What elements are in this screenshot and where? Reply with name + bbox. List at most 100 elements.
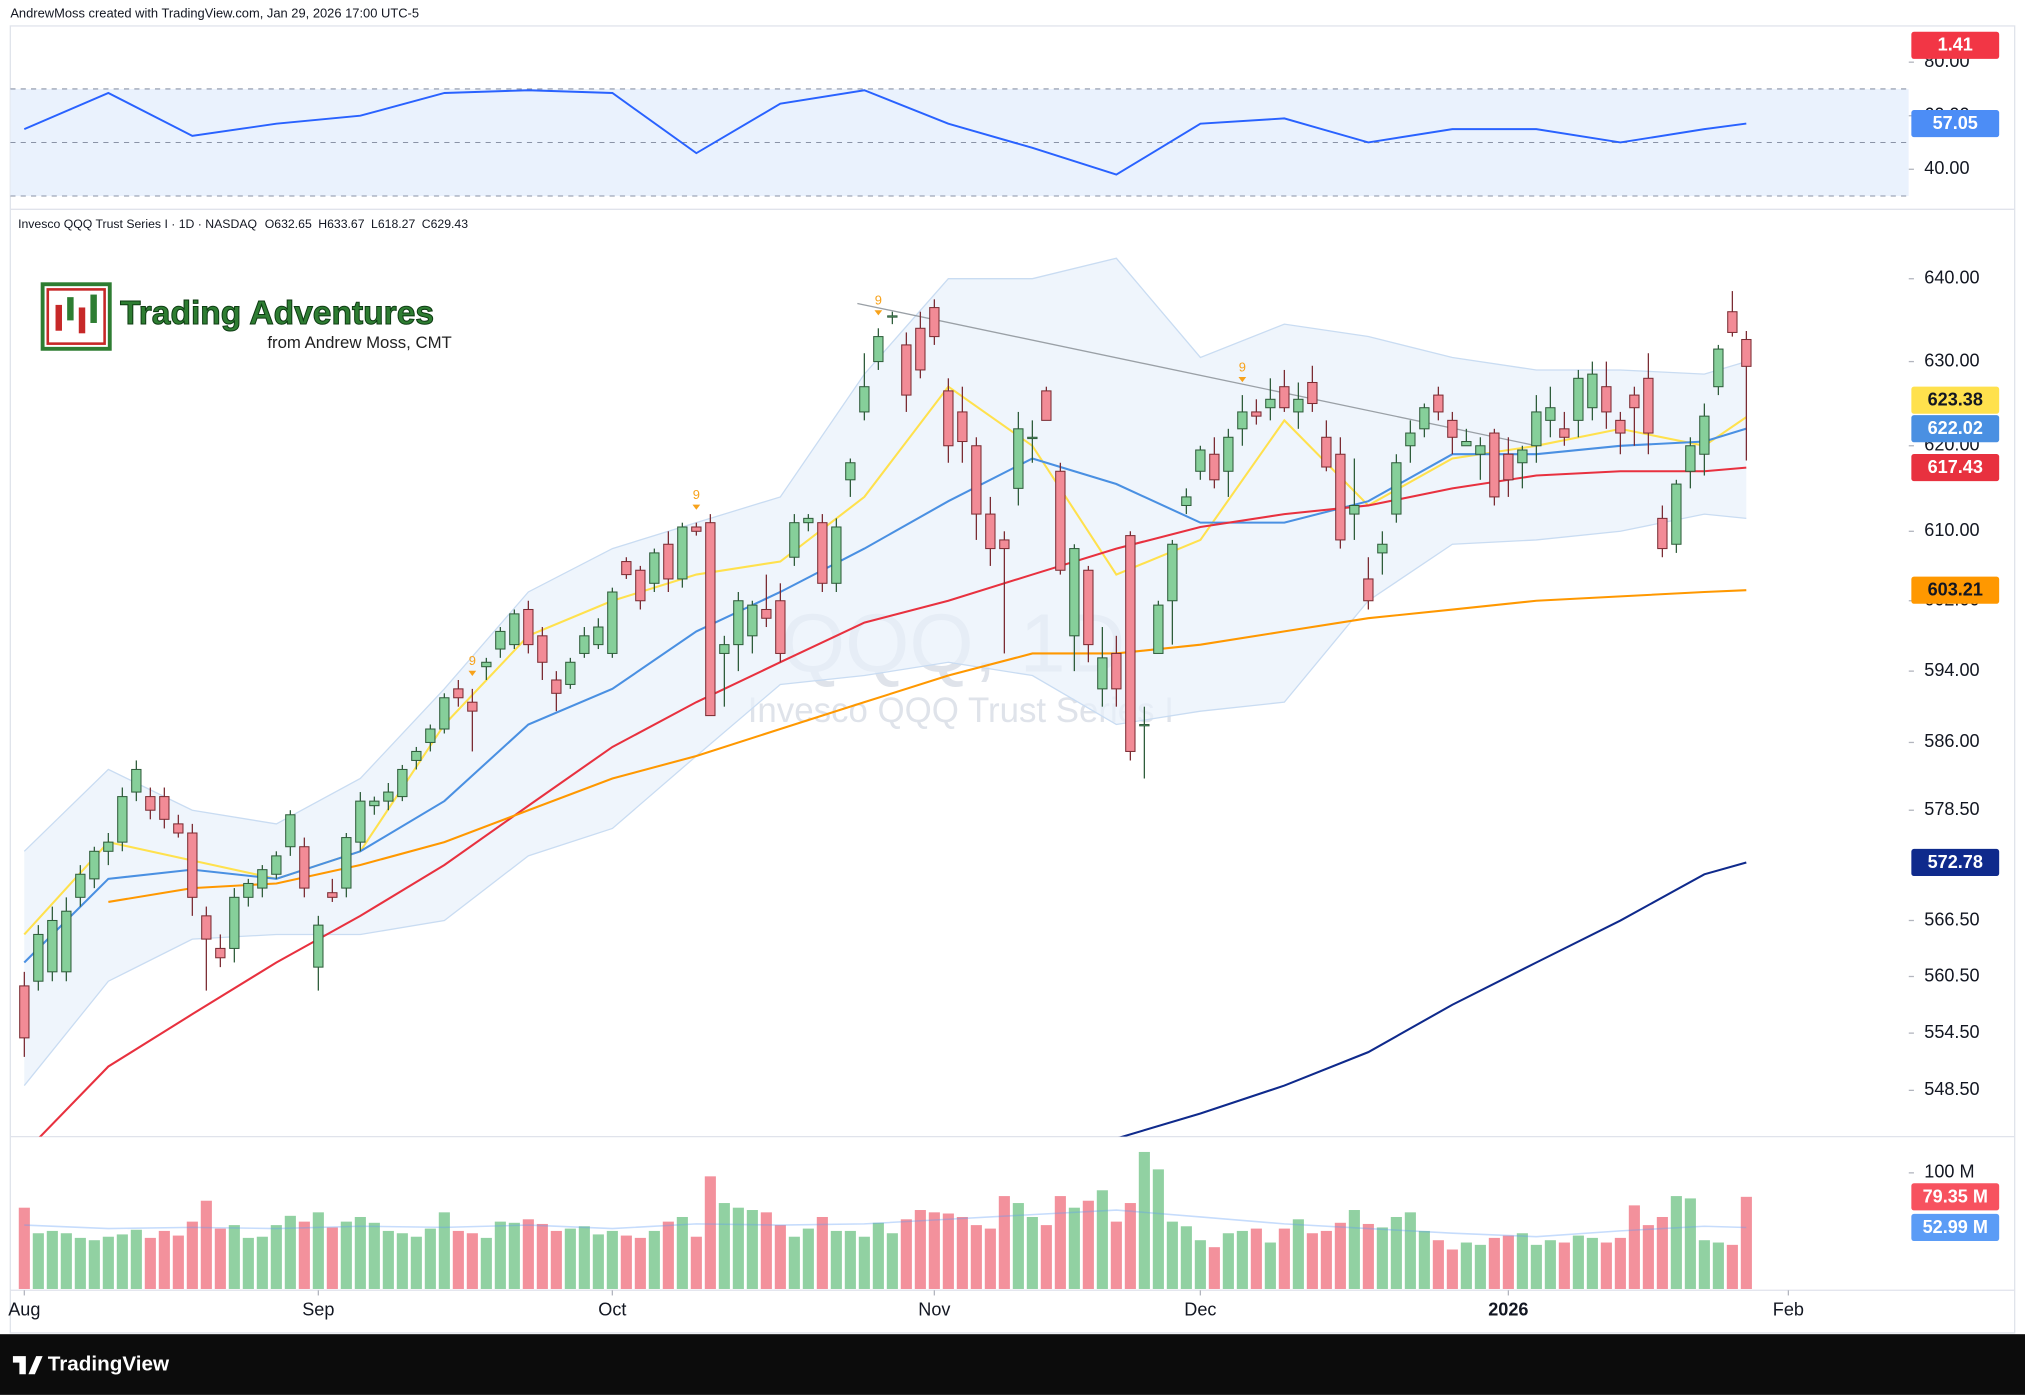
symbol-legend: Invesco QQQ Trust Series I · 1D · NASDAQ [18, 217, 257, 231]
value-badge [1911, 1213, 2000, 1242]
candle-body [1461, 440, 1472, 447]
value-badge [1911, 386, 2000, 414]
volume-bar [1166, 1221, 1178, 1289]
volume-bar [746, 1210, 758, 1289]
candle-body [1097, 657, 1108, 690]
candle-body [439, 697, 450, 730]
candle-body [1587, 373, 1598, 409]
y-tick-label: 100 M [1924, 1162, 1974, 1182]
volume-bar [158, 1230, 170, 1289]
volume-bar [74, 1237, 86, 1289]
x-tick-label: Sep [302, 1300, 334, 1320]
candle-body [1643, 377, 1654, 434]
volume-bar [1208, 1247, 1220, 1289]
volume-ma [24, 1209, 1747, 1238]
candle-body [1685, 445, 1696, 472]
candle-body [579, 635, 590, 654]
logo-candle [55, 304, 62, 331]
volume-bar [564, 1228, 576, 1289]
volume-bar [1124, 1203, 1136, 1289]
candle-body [565, 661, 576, 685]
candle-body [1741, 338, 1752, 367]
candle-body [943, 390, 954, 447]
volume-bar [1726, 1244, 1738, 1289]
volume-bar [396, 1233, 408, 1289]
volume-bar [1068, 1207, 1080, 1289]
volume-bar [1292, 1219, 1304, 1289]
volume-bar [1446, 1249, 1458, 1289]
ohlc-open: O632.65 [265, 217, 312, 231]
volume-bar [1684, 1198, 1696, 1289]
candle-body [1195, 449, 1206, 472]
attribution: AndrewMoss created with TradingView.com,… [10, 6, 419, 21]
candle-body [593, 626, 604, 646]
volume-bar [242, 1237, 254, 1289]
marker-arrow [468, 670, 477, 676]
ohlc-legend: O632.65 H633.67 L618.27 C629.43 [265, 217, 468, 231]
volume-bar [382, 1230, 394, 1289]
volume-bar [956, 1216, 968, 1289]
volume-bar [1712, 1242, 1724, 1289]
candle-body [621, 561, 632, 576]
volume-bar [998, 1196, 1010, 1289]
candle-body [971, 445, 982, 515]
volume-bar [1040, 1225, 1052, 1289]
volume-bar [1698, 1240, 1710, 1289]
volume-bar [1740, 1196, 1752, 1289]
volume-bar [970, 1225, 982, 1289]
candle-body [957, 411, 968, 443]
volume-bar [1572, 1235, 1584, 1289]
volume-bar [116, 1234, 128, 1289]
candle-body [1111, 652, 1122, 690]
candle-body [159, 796, 170, 820]
volume-pane [18, 1151, 1752, 1289]
value-badge-label: 623.38 [1928, 390, 1983, 410]
volume-bar [858, 1236, 870, 1289]
volume-bar [928, 1212, 940, 1289]
volume-bar [32, 1233, 44, 1289]
candle-body [1503, 453, 1514, 481]
value-badge [1911, 1183, 2000, 1211]
volume-bar [1656, 1216, 1668, 1289]
logo-candle [78, 307, 86, 334]
badges: 623.38 622.02 617.43 603.21 572.78 79.35 M 52.… [1911, 31, 2000, 1242]
candle-body [719, 644, 730, 654]
y-tick-label: 40.00 [1924, 158, 1969, 178]
volume-bar [1222, 1233, 1234, 1289]
y-tick-label: 640.00 [1924, 268, 1979, 288]
candle-body [131, 768, 142, 793]
candle-body [691, 526, 702, 532]
volume-bar [1376, 1227, 1388, 1289]
candle-body [425, 728, 436, 743]
value-badge [1911, 31, 2000, 59]
volume-bar [1516, 1233, 1528, 1289]
volume-bar [1054, 1196, 1066, 1289]
volume-bar [662, 1221, 674, 1289]
volume-bar [1180, 1226, 1192, 1289]
volume-bar [522, 1219, 534, 1289]
x-tick-label: Oct [598, 1300, 626, 1320]
x-tick-label: Dec [1184, 1300, 1216, 1320]
candle-body [733, 600, 744, 646]
volume-bar [1502, 1235, 1514, 1289]
candle-body [551, 679, 562, 694]
volume-bar [1012, 1203, 1024, 1289]
candle-body [1055, 470, 1066, 571]
candle-body [1181, 496, 1192, 507]
volume-bar [102, 1236, 114, 1289]
candle-body [845, 462, 856, 481]
candle-body [999, 539, 1010, 550]
value-badge-label: 622.02 [1928, 418, 1983, 438]
volume-bar [256, 1236, 268, 1289]
candle-body [47, 919, 58, 973]
volume-bar [1614, 1237, 1626, 1289]
volume-bar [60, 1233, 72, 1289]
volume-bar [452, 1230, 464, 1289]
candle-body [901, 344, 912, 396]
candle-body [537, 635, 548, 663]
brand-title: Trading Adventures [120, 295, 434, 332]
y-tick-label: 548.50 [1924, 1079, 1979, 1099]
candle-body [1363, 578, 1374, 602]
volume-bar [1460, 1242, 1472, 1289]
